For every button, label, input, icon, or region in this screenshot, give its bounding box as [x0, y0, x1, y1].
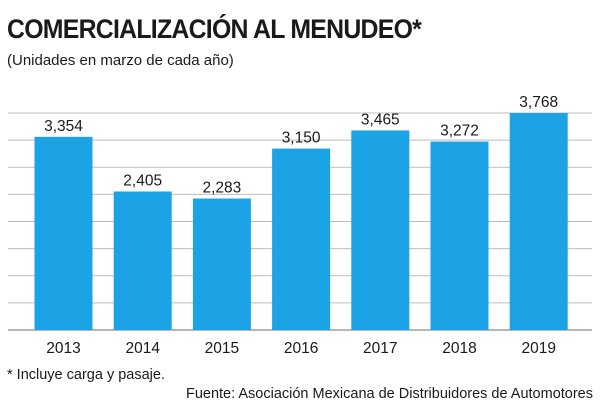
bar-2018 — [430, 141, 489, 330]
x-tick-2019: 2019 — [521, 340, 555, 357]
value-label-2019: 3,768 — [519, 94, 558, 111]
bars — [34, 113, 568, 330]
bar-2017 — [351, 130, 410, 330]
value-label-2015: 2,283 — [203, 180, 242, 197]
chart-title: COMERCIALIZACIÓN AL MENUDEO* — [7, 14, 422, 44]
value-label-2017: 3,465 — [361, 111, 400, 128]
x-tick-2018: 2018 — [442, 340, 476, 357]
source-note: Fuente: Asociación Mexicana de Distribui… — [185, 386, 593, 402]
value-label-2018: 3,272 — [440, 123, 479, 140]
chart-subtitle: (Unidades en marzo de cada año) — [7, 52, 234, 69]
value-label-2013: 3,354 — [44, 118, 83, 135]
value-labels: 3,354 2,405 2,283 3,150 3,465 3,272 3,768 — [44, 94, 558, 197]
x-tick-2015: 2015 — [205, 340, 239, 357]
bar-2015 — [192, 198, 251, 330]
x-tick-2017: 2017 — [363, 340, 397, 357]
footnote: * Incluye carga y pasaje. — [7, 367, 165, 383]
x-tick-labels: 2013 2014 2015 2016 2017 2018 2019 — [46, 340, 556, 357]
bar-2019 — [509, 113, 568, 330]
x-tick-2014: 2014 — [125, 340, 160, 357]
value-label-2014: 2,405 — [123, 172, 162, 189]
x-tick-2013: 2013 — [46, 340, 80, 357]
bar-2013 — [34, 136, 93, 330]
bar-2016 — [272, 148, 331, 330]
bar-2014 — [113, 191, 172, 330]
x-tick-2016: 2016 — [284, 340, 318, 357]
value-label-2016: 3,150 — [282, 130, 321, 147]
